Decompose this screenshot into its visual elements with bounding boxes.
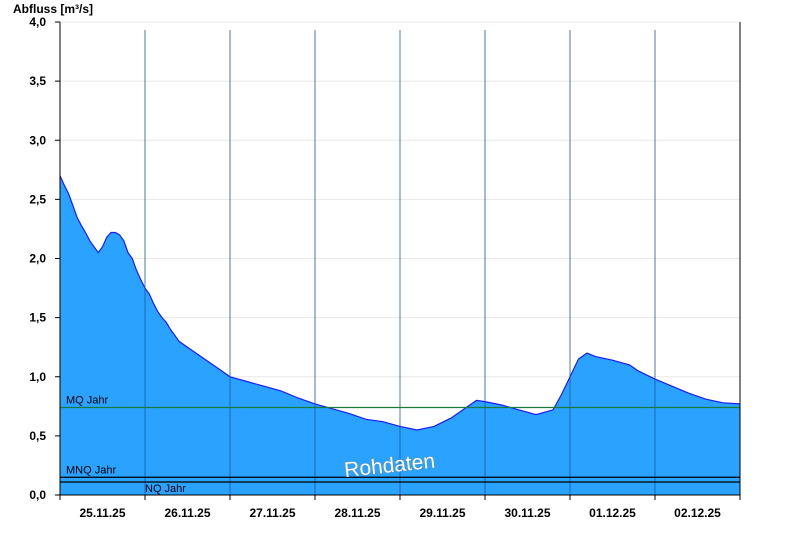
x-tick-labels: 25.11.25 26.11.25 27.11.25 28.11.25 29.11.25…: [79, 506, 721, 520]
reference-lines: MQ Jahr MNQ Jahr NQ Jahr: [60, 394, 740, 495]
day-separators: [144, 30, 656, 495]
y-tick-label: 4,0: [29, 15, 46, 29]
y-tick-label: 2,5: [29, 192, 46, 206]
x-tick-label: 26.11.25: [164, 506, 210, 520]
reference-label: NQ Jahr: [145, 483, 186, 495]
y-tick-labels: 0,0 0,5 1,0 1,5 2,0 2,5 3,0 3,5 4,0: [29, 15, 46, 502]
x-tick-label: 01.12.25: [589, 506, 636, 520]
y-tick-label: 3,0: [29, 133, 46, 147]
x-tick-label: 28.11.25: [334, 506, 380, 520]
x-tick-label: 25.11.25: [79, 506, 125, 520]
x-tick-label: 30.11.25: [504, 506, 550, 520]
x-tick-label: 29.11.25: [419, 506, 465, 520]
y-tick-label: 0,5: [29, 429, 46, 443]
y-tick-label: 2,0: [29, 252, 46, 266]
reference-label: MNQ Jahr: [66, 464, 116, 476]
axes: [55, 21, 741, 500]
y-tick-label: 0,0: [29, 488, 46, 502]
y-tick-label: 1,5: [29, 311, 46, 325]
y-tick-label: 1,0: [29, 370, 46, 384]
reference-label: MQ Jahr: [66, 394, 109, 406]
x-tick-label: 02.12.25: [674, 506, 721, 520]
y-axis-label: Abfluss [m³/s]: [13, 2, 93, 16]
x-tick-label: 27.11.25: [249, 506, 295, 520]
y-tick-label: 3,5: [29, 74, 46, 88]
